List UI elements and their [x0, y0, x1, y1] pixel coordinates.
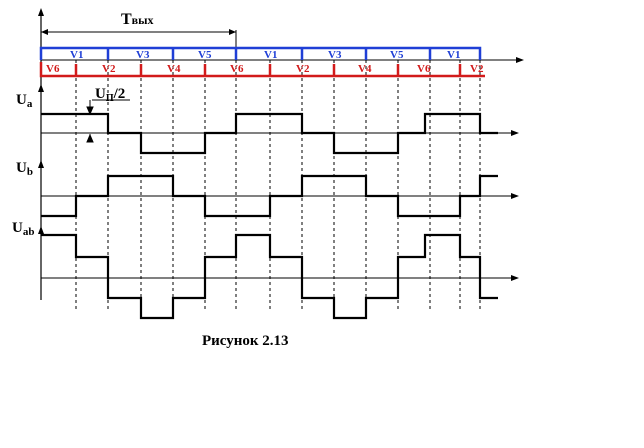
uab-waveform — [41, 233, 498, 320]
ub-axis-label: Ub — [16, 160, 33, 178]
switch-label-bottom: V2 — [296, 63, 310, 75]
switch-label-top: V1 — [264, 49, 277, 61]
ub-waveform — [41, 174, 498, 218]
switch-label-bottom: V2 — [470, 63, 484, 75]
half-voltage-label: UП/2 — [95, 86, 125, 104]
guide-lines — [75, 60, 481, 310]
main-axis-arrow — [38, 8, 44, 16]
switch-label-top: V1 — [447, 49, 460, 61]
switch-label-bottom: V6 — [46, 63, 60, 75]
ua-axis — [38, 84, 519, 136]
switch-label-top: V3 — [328, 49, 342, 61]
switch-label-top: V5 — [390, 49, 404, 61]
switch-label-bottom: V4 — [358, 63, 372, 75]
ua-axis-label: Ua — [16, 92, 33, 110]
switch-label-top: V3 — [136, 49, 150, 61]
top-switch-row — [39, 46, 524, 63]
period-label: Tвых — [121, 11, 154, 28]
switch-label-bottom: V4 — [167, 63, 181, 75]
figure-caption: Рисунок 2.13 — [202, 333, 289, 349]
half-voltage-marker — [86, 99, 130, 143]
switch-label-bottom: V2 — [102, 63, 116, 75]
uab-axis — [38, 226, 519, 281]
switch-label-top: V5 — [198, 49, 212, 61]
ub-axis — [38, 160, 519, 199]
bottom-switch-row — [39, 62, 485, 78]
ua-waveform — [41, 112, 498, 155]
switch-label-bottom: V6 — [417, 63, 431, 75]
switch-label-bottom: V6 — [230, 63, 244, 75]
uab-axis-label: Uab — [12, 220, 34, 238]
period-arrow — [41, 29, 237, 48]
switch-label-top: V1 — [70, 49, 83, 61]
